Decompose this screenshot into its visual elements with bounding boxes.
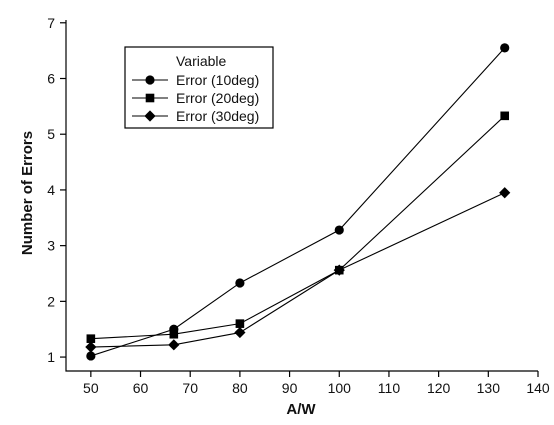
data-point-circle [334, 225, 344, 235]
data-point-square [169, 329, 179, 339]
y-axis-title: Number of Errors [19, 131, 36, 255]
y-tick-label: 4 [47, 182, 55, 198]
y-tick-label: 1 [47, 349, 55, 365]
x-tick-label: 80 [232, 380, 248, 396]
legend-label: Error (20deg) [176, 90, 259, 106]
y-tick-label: 7 [47, 15, 55, 31]
plot-area: 50 60 70 80 90 100 110 120 130 140 1 2 3 4 5 6 7 [47, 15, 550, 396]
legend-label: Error (10deg) [176, 72, 259, 88]
y-tick-label: 5 [47, 126, 55, 142]
x-tick-label: 110 [378, 380, 401, 396]
data-point-diamond [333, 264, 345, 276]
data-point-circle [235, 278, 245, 288]
x-tick-label: 60 [133, 380, 149, 396]
x-tick-label: 70 [182, 380, 198, 396]
x-tick-label: 90 [282, 380, 298, 396]
data-point-square [235, 319, 245, 328]
data-point-square [86, 334, 96, 343]
legend-title: Variable [176, 53, 227, 69]
data-point-diamond [168, 339, 180, 351]
data-point-diamond [234, 326, 246, 339]
y-tick-label: 2 [47, 293, 55, 309]
legend: Variable Error (10deg) Error (20deg) Error… [124, 46, 274, 129]
series-line-square [90, 115, 506, 340]
x-tick-label: 100 [328, 380, 352, 396]
data-point-diamond [499, 187, 511, 199]
legend-marker-circle [145, 75, 155, 85]
x-tick-label: 120 [427, 380, 451, 396]
y-tick-label: 3 [47, 238, 55, 254]
x-tick-label: 130 [477, 380, 501, 396]
data-point-circle [500, 43, 510, 53]
axis-frame [65, 20, 538, 372]
data-point-square [500, 111, 510, 121]
x-tick-label: 50 [83, 380, 99, 396]
series-line-diamond [90, 192, 505, 348]
data-point-diamond [85, 341, 97, 353]
legend-label: Error (30deg) [176, 108, 259, 124]
y-tick-label: 6 [47, 71, 55, 87]
x-tick-label: 140 [526, 380, 550, 396]
x-axis-title: A/W [286, 401, 316, 418]
data-point-circle [86, 351, 96, 361]
legend-marker-diamond [144, 110, 156, 122]
legend-marker-square [145, 93, 155, 103]
